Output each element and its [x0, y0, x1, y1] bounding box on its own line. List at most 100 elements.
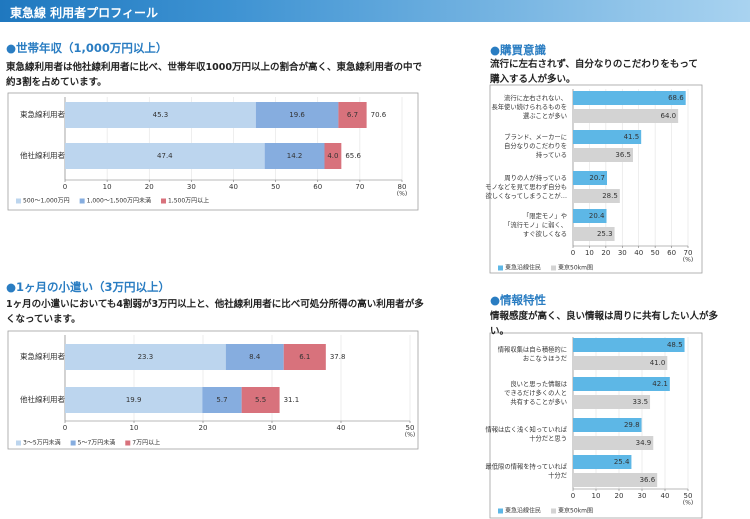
bar [573, 91, 686, 105]
x-tick-label: 30 [187, 183, 196, 191]
x-tick-label: 0 [571, 249, 575, 257]
category-label: 十分だ [548, 471, 567, 480]
category-label: 他社線利用者 [20, 150, 65, 160]
x-axis-label: (%) [397, 191, 407, 198]
bar-segment [65, 102, 256, 128]
legend-label: 東京50km圏 [558, 264, 593, 272]
bar-segment [338, 102, 367, 128]
bar [573, 436, 654, 450]
x-tick-label: 40 [229, 183, 238, 191]
category-label: 長年使い続けられるものを [491, 102, 567, 111]
x-tick-label: 50 [406, 424, 415, 432]
legend-label: 7万円以上 [132, 439, 160, 447]
value-label: 20.7 [589, 174, 605, 182]
header-title: 東急線 利用者プロフィール [10, 6, 158, 20]
value-label: 34.9 [636, 439, 652, 447]
x-tick-label: 20 [615, 492, 624, 500]
value-label: 25.3 [597, 230, 613, 238]
category-label: 選ぶことが多い [523, 111, 567, 120]
category-label: モノなどを見て思わず自分も [485, 182, 567, 191]
bar-segment [241, 387, 280, 413]
bar [573, 171, 608, 185]
category-label: ブランド、メーカーに [504, 132, 567, 141]
legend-swatch [498, 265, 503, 271]
bar [573, 395, 651, 409]
total-label: 65.6 [345, 152, 361, 160]
category-label: 「限定モノ」や [523, 211, 567, 220]
header-bar: 東急線 利用者プロフィール [0, 0, 750, 22]
category-label: 流行に左右されない、 [504, 93, 567, 102]
category-label: 東急線利用者 [20, 109, 65, 119]
x-tick-label: 50 [651, 249, 660, 257]
value-label: 28.5 [602, 192, 618, 200]
x-tick-label: 0 [571, 492, 575, 500]
legend-label: 3～5万円未満 [23, 439, 61, 447]
category-label: 「流行モノ」に弱く、 [504, 220, 567, 229]
legend-swatch [551, 508, 557, 514]
x-tick-label: 20 [199, 424, 208, 432]
category-label: おこなうほうだ [523, 355, 567, 363]
category-label: 欲しくなってしまうことが… [485, 191, 567, 200]
legend-swatch [551, 265, 557, 271]
value-label: 14.2 [287, 152, 303, 160]
value-label: 64.0 [661, 112, 677, 120]
x-tick-label: 10 [592, 492, 601, 500]
legend-label: 東京50km圏 [558, 507, 593, 515]
chart-frame [489, 84, 703, 274]
value-label: 47.4 [157, 152, 173, 160]
bar-segment [324, 143, 342, 169]
legend-swatch [79, 198, 85, 204]
category-label: 共有することが多い [510, 397, 567, 406]
value-label: 6.1 [299, 353, 310, 361]
bar [573, 130, 642, 144]
bar-segment [65, 387, 203, 413]
bar [573, 377, 670, 391]
x-tick-label: 10 [103, 183, 112, 191]
legend-label: 500～1,000万円 [23, 198, 70, 205]
legend-swatch [70, 440, 76, 446]
value-label: 6.7 [347, 111, 358, 119]
bar [573, 473, 658, 487]
category-label: 持っている [536, 150, 567, 159]
section-text: 情報感度が高く、良い情報は周りに共有したい人が多い。 [490, 311, 719, 337]
value-label: 48.5 [667, 341, 683, 349]
value-label: 19.6 [289, 111, 305, 119]
value-label: 42.1 [652, 380, 668, 388]
x-tick-label: 0 [63, 183, 67, 191]
legend-swatch [161, 198, 166, 204]
value-label: 33.5 [632, 398, 648, 406]
x-tick-label: 40 [661, 492, 670, 500]
category-label: 最低限の情報を持っていれば [485, 462, 567, 471]
bar [573, 109, 679, 123]
legend-label: 東急沿線住民 [505, 264, 541, 272]
section-heading: ●1ヶ月の小遣い（3万円以上） [6, 280, 171, 294]
total-label: 31.1 [284, 396, 300, 404]
chart-frame [7, 92, 419, 211]
value-label: 5.5 [255, 396, 266, 404]
x-tick-label: 30 [268, 424, 277, 432]
category-label: 自分なりのこだわりを [504, 141, 567, 150]
value-label: 36.6 [640, 476, 656, 484]
category-label: 十分だと思う [529, 434, 567, 443]
bar-segment [225, 344, 284, 370]
bar-segment [264, 143, 325, 169]
value-label: 19.9 [126, 396, 142, 404]
x-tick-label: 50 [271, 183, 280, 191]
total-label: 70.6 [371, 111, 387, 119]
section-heading: ●情報特性 [490, 293, 547, 307]
value-label: 5.7 [216, 396, 227, 404]
category-label: 良いと思った情報は [510, 379, 567, 388]
section-heading: ●世帯年収（1,000万円以上） [6, 41, 168, 55]
x-axis-label: (%) [683, 257, 693, 264]
x-tick-label: 40 [337, 424, 346, 432]
value-label: 45.3 [153, 111, 169, 119]
category-label: 情報収集は自ら積極的に [498, 345, 567, 354]
x-tick-label: 10 [585, 249, 594, 257]
value-label: 41.5 [624, 133, 640, 141]
bar [573, 455, 632, 469]
category-label: すぐ欲しくなる [523, 229, 567, 238]
section-text: 1ヶ月の小遣いにおいても4割弱が3万円以上と、他社線利用者に比べ可処分所得の高い… [6, 299, 424, 325]
chart-frame [7, 330, 419, 450]
legend-swatch [125, 440, 131, 446]
